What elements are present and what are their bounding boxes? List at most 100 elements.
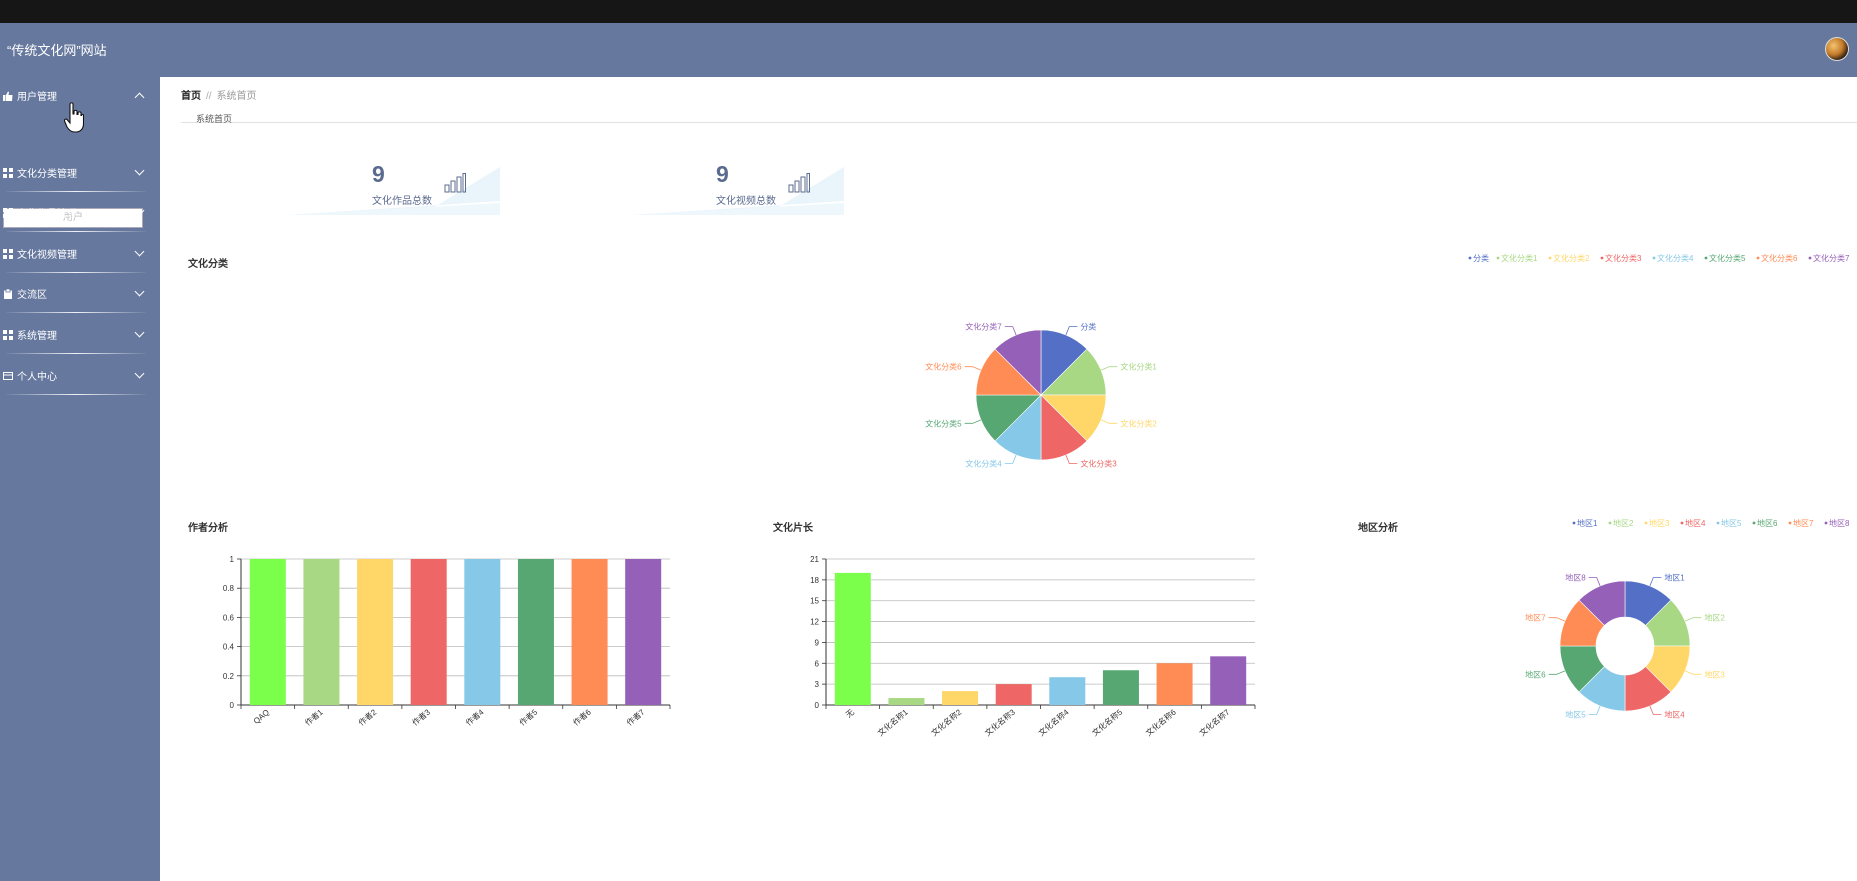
x-tick-label: 文化名称2 xyxy=(929,707,964,738)
bar xyxy=(1102,670,1139,705)
sidebar-item-personal-center[interactable]: 个人中心 xyxy=(0,357,160,395)
menu-divider xyxy=(6,272,146,273)
legend-item: 地区5 xyxy=(1721,518,1742,528)
bar xyxy=(1210,656,1247,705)
bar xyxy=(464,559,501,705)
y-tick-label: 9 xyxy=(815,638,820,647)
legend-item: 文化分类1 xyxy=(1501,253,1538,263)
pie-label-line xyxy=(1004,454,1017,464)
x-tick-label: QAQ xyxy=(252,708,271,726)
chevron-down-icon xyxy=(134,165,145,176)
tab-bar: 系统首页 xyxy=(181,108,1857,124)
breadcrumb: 首页 // 系统首页 xyxy=(181,87,257,102)
tab-system-home[interactable]: 系统首页 xyxy=(196,114,233,124)
bar xyxy=(517,559,554,705)
pie-label-line xyxy=(1588,705,1601,715)
legend-item: 地区4 xyxy=(1685,518,1706,528)
legend-item: 文化分类5 xyxy=(1709,253,1746,263)
menu-divider xyxy=(6,191,146,192)
bar xyxy=(1156,663,1193,705)
sidebar-item-label: 系统管理 xyxy=(17,331,57,342)
stat-value: 9 xyxy=(372,161,385,187)
stat-card-videos: 9 文化视频总数 xyxy=(612,159,844,215)
legend-marker xyxy=(1808,256,1812,260)
chart-title-length: 文化片长 xyxy=(773,523,813,534)
x-tick-label: 无 xyxy=(844,708,856,720)
legend-marker xyxy=(1608,521,1612,525)
chevron-down-icon xyxy=(134,286,145,297)
legend-item: 文化分类6 xyxy=(1761,253,1798,263)
pie-slice-label: 分类 xyxy=(1080,322,1096,332)
y-tick-label: 1 xyxy=(230,555,235,564)
x-tick-label: 文化名称6 xyxy=(1143,707,1178,738)
pie-slice-label: 文化分类7 xyxy=(965,322,1002,332)
thumbs-up-icon xyxy=(3,91,13,101)
bar xyxy=(625,559,662,705)
pie-slice-label: 地区2 xyxy=(1704,613,1725,623)
legend-item: 地区6 xyxy=(1757,518,1778,528)
sidebar-item-label: 文化作品管理 xyxy=(17,209,77,220)
x-tick-label: 作者1 xyxy=(303,707,326,728)
sidebar-item-label: 文化视频管理 xyxy=(17,250,77,261)
legend-marker xyxy=(1600,256,1604,260)
legend-item: 文化分类2 xyxy=(1553,253,1590,263)
legend-item: 地区1 xyxy=(1577,518,1598,528)
pie-label-line xyxy=(1649,577,1662,587)
y-tick-label: 21 xyxy=(810,555,819,564)
chart-title-category: 文化分类 xyxy=(188,259,228,270)
sidebar-item-user-management[interactable]: 用户管理 xyxy=(0,77,160,115)
sidebar-item-culture-works[interactable]: 文化作品管理 xyxy=(0,194,160,232)
clipboard-icon xyxy=(4,289,12,299)
y-tick-label: 0.2 xyxy=(223,672,235,681)
sidebar-item-system[interactable]: 系统管理 xyxy=(0,316,160,354)
pie-label-line xyxy=(964,419,982,424)
bar xyxy=(410,559,447,705)
breadcrumb-home[interactable]: 首页 xyxy=(181,91,201,102)
sidebar-item-forum[interactable]: 交流区 xyxy=(0,275,160,313)
y-tick-label: 0 xyxy=(230,701,235,710)
sidebar-item-culture-category[interactable]: 文化分类管理 xyxy=(0,154,160,192)
user-avatar-icon[interactable] xyxy=(1825,37,1849,61)
grid-icon xyxy=(3,168,13,178)
breadcrumb-separator: // xyxy=(206,91,212,102)
legend-marker xyxy=(1468,256,1472,260)
x-tick-label: 文化名称5 xyxy=(1090,707,1125,738)
legend-marker xyxy=(1752,521,1756,525)
y-tick-label: 18 xyxy=(810,576,819,585)
sidebar: 用户管理 用户 文化分类管理 文化作品管理 文化视频管理 交流区 系统管理 个人… xyxy=(0,77,160,881)
menu-divider xyxy=(6,312,146,313)
y-tick-label: 6 xyxy=(815,659,820,668)
legend-item: 文化分类3 xyxy=(1605,253,1642,263)
stat-label: 文化作品总数 xyxy=(372,196,432,207)
pie-label-line xyxy=(1004,326,1017,336)
sidebar-item-culture-video[interactable]: 文化视频管理 xyxy=(0,235,160,273)
y-tick-label: 12 xyxy=(810,618,819,627)
sidebar-item-label: 文化分类管理 xyxy=(17,169,77,180)
submenu-item-user[interactable]: 用户 xyxy=(3,208,143,228)
bar xyxy=(942,691,979,705)
chevron-up-icon xyxy=(134,92,145,103)
pie-label-line xyxy=(1649,705,1662,715)
bar xyxy=(303,559,340,705)
y-tick-label: 3 xyxy=(815,680,820,689)
pie-slice-label: 地区4 xyxy=(1664,709,1685,719)
chevron-down-icon xyxy=(134,205,145,216)
pie-slice-label: 地区7 xyxy=(1525,613,1546,623)
legend-marker xyxy=(1716,521,1720,525)
pie-slice-label: 地区1 xyxy=(1664,573,1685,583)
bar xyxy=(995,684,1032,705)
pie-slice-label: 文化分类1 xyxy=(1120,362,1157,372)
x-tick-label: 作者4 xyxy=(464,707,487,728)
y-tick-label: 15 xyxy=(810,597,819,606)
menu-divider xyxy=(6,394,146,395)
chart-title-author: 作者分析 xyxy=(188,523,228,534)
x-tick-label: 文化名称7 xyxy=(1197,707,1232,738)
pie-slice-label: 地区8 xyxy=(1565,573,1586,583)
pie-slice-label: 文化分类2 xyxy=(1120,418,1157,428)
legend-item: 文化分类7 xyxy=(1813,253,1850,263)
pie-slice-label: 文化分类4 xyxy=(965,458,1002,468)
pie-label-line xyxy=(1588,577,1601,587)
bar xyxy=(249,559,286,705)
grid-icon xyxy=(3,330,13,340)
x-tick-label: 作者5 xyxy=(517,707,540,728)
